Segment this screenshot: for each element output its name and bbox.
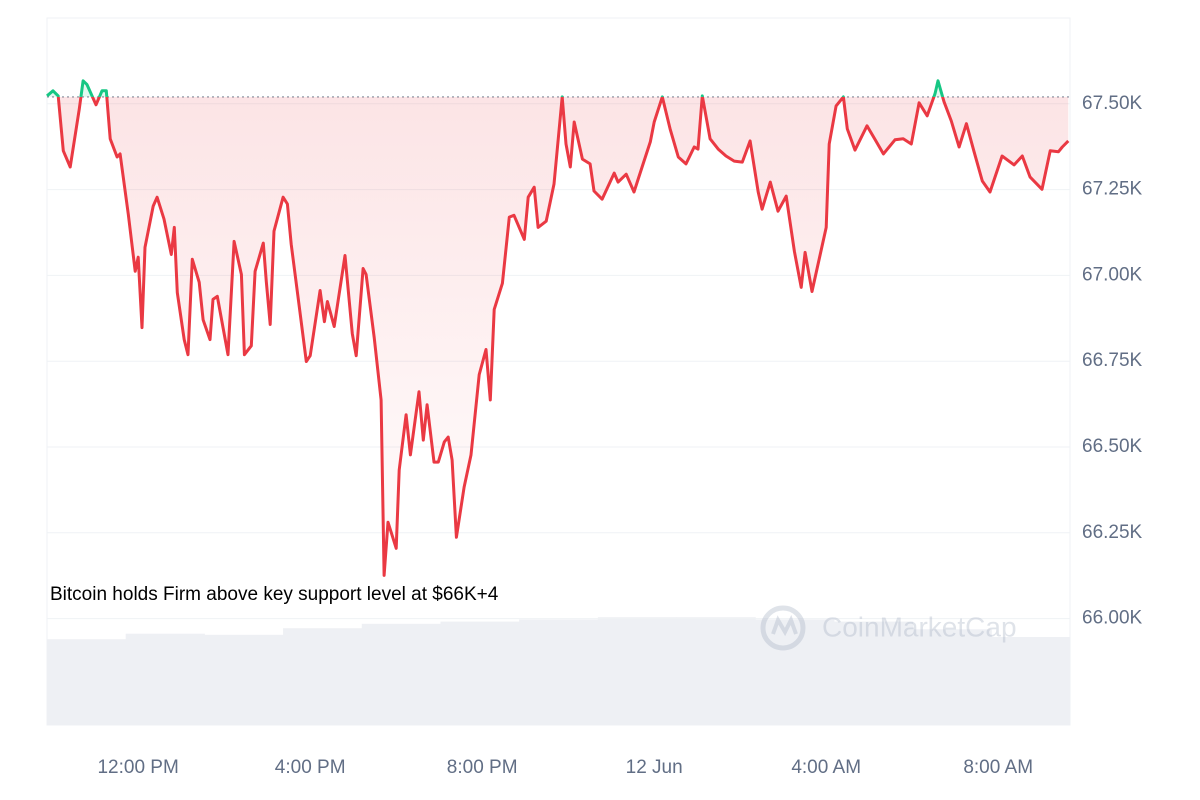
- volume-bar: [519, 619, 599, 725]
- y-tick-label: 66.25K: [1082, 522, 1143, 543]
- volume-bar: [361, 623, 441, 725]
- volume-bar: [204, 634, 284, 725]
- volume-bar: [676, 617, 756, 725]
- volume-bar: [283, 628, 363, 725]
- volume-bar: [912, 629, 992, 725]
- y-tick-label: 67.00K: [1082, 264, 1143, 285]
- annotation: Bitcoin holds Firm above key support lev…: [50, 584, 499, 605]
- watermark-text: CoinMarketCap: [822, 611, 1017, 642]
- x-tick-label: 4:00 AM: [791, 757, 861, 778]
- volume-bar: [125, 633, 205, 725]
- watermark-logo-mark: [771, 614, 798, 637]
- y-tick-label: 67.50K: [1082, 93, 1143, 114]
- x-tick-label: 8:00 AM: [963, 757, 1033, 778]
- x-tick-label: 4:00 PM: [275, 757, 346, 778]
- volume-bar: [833, 621, 914, 725]
- area-below: [47, 96, 1069, 576]
- volume-bar: [597, 617, 678, 725]
- volume-bar: [755, 619, 835, 725]
- volume-bar: [440, 621, 520, 725]
- y-tick-label: 66.50K: [1082, 436, 1143, 457]
- watermark-logo: [760, 605, 806, 651]
- volume-bar: [47, 639, 127, 725]
- x-tick-label: 12:00 PM: [97, 757, 178, 778]
- y-tick-label: 67.25K: [1082, 179, 1143, 200]
- x-tick-label: 8:00 PM: [447, 757, 518, 778]
- x-tick-label: 12 Jun: [626, 757, 683, 778]
- watermark: CoinMarketCap: [760, 605, 1017, 651]
- volume-bar: [991, 637, 1071, 725]
- y-tick-label: 66.00K: [1082, 608, 1143, 629]
- y-tick-label: 66.75K: [1082, 350, 1143, 371]
- price-line-below: [47, 96, 1070, 577]
